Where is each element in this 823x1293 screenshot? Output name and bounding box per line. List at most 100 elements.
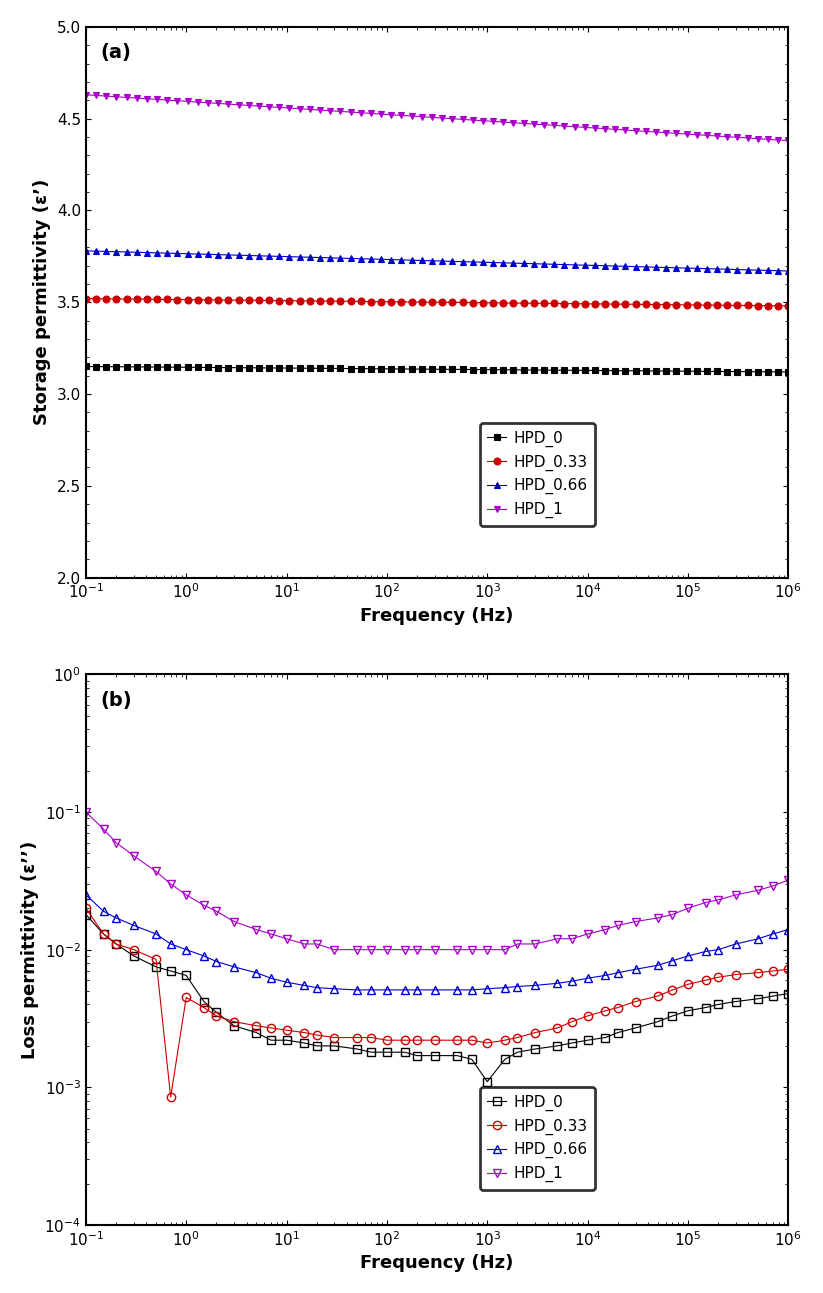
HPD_1 (212, 904, 221, 919)
HPD_1 (753, 883, 763, 899)
HPD_0 (295, 361, 305, 376)
HPD_0.66 (552, 975, 562, 990)
HPD_0 (264, 361, 274, 376)
HPD_0 (768, 988, 778, 1003)
HPD_0.33 (81, 291, 91, 306)
HPD_0.33 (329, 1029, 339, 1045)
HPD_0.33 (430, 1032, 439, 1047)
HPD_0.66 (165, 936, 175, 952)
HPD_1 (683, 900, 693, 915)
HPD_0 (351, 1041, 361, 1056)
HPD_1 (714, 892, 723, 908)
Legend: HPD_0, HPD_0.33, HPD_0.66, HPD_1: HPD_0, HPD_0.33, HPD_0.66, HPD_1 (480, 1087, 595, 1190)
HPD_0.66 (400, 983, 410, 998)
HPD_0.66 (430, 983, 439, 998)
HPD_0.33 (295, 294, 305, 309)
HPD_0.33 (731, 967, 741, 983)
Line: HPD_0.66: HPD_0.66 (81, 891, 793, 994)
HPD_0.66 (500, 980, 510, 996)
HPD_0.33 (768, 963, 778, 979)
HPD_0.66 (583, 971, 593, 987)
HPD_0.66 (181, 941, 191, 957)
HPD_1 (630, 914, 640, 930)
Line: HPD_1: HPD_1 (81, 808, 793, 954)
HPD_0 (683, 1003, 693, 1019)
HPD_1 (264, 100, 274, 115)
HPD_0 (714, 997, 723, 1012)
HPD_0.66 (81, 887, 91, 903)
HPD_0 (753, 990, 763, 1006)
Y-axis label: Storage permittivity (ε’): Storage permittivity (ε’) (33, 180, 51, 425)
HPD_0.66 (151, 926, 161, 941)
HPD_0 (400, 1045, 410, 1060)
HPD_0 (452, 1047, 462, 1063)
HPD_0.66 (683, 948, 693, 963)
HPD_1 (681, 127, 691, 142)
HPD_0.33 (683, 976, 693, 992)
HPD_0.66 (312, 980, 322, 996)
Text: (a): (a) (100, 44, 131, 62)
HPD_0 (412, 1047, 422, 1063)
HPD_0.33 (567, 1014, 577, 1029)
HPD_0.33 (530, 1025, 540, 1041)
HPD_0.33 (129, 941, 139, 957)
HPD_0.33 (165, 1089, 175, 1104)
HPD_0.66 (264, 248, 274, 264)
HPD_1 (244, 98, 253, 114)
HPD_0.66 (81, 243, 91, 259)
HPD_0.66 (382, 983, 392, 998)
HPD_0.66 (129, 918, 139, 934)
HPD_1 (266, 926, 276, 941)
HPD_0 (165, 963, 175, 979)
HPD_0 (81, 906, 91, 922)
HPD_0.33 (672, 297, 681, 313)
HPD_0.66 (244, 248, 253, 264)
HPD_1 (99, 821, 109, 837)
HPD_1 (452, 941, 462, 957)
HPD_1 (552, 931, 562, 946)
HPD_1 (783, 873, 793, 888)
HPD_0.33 (513, 1029, 523, 1045)
Line: HPD_1: HPD_1 (82, 92, 792, 144)
Legend: HPD_0, HPD_0.33, HPD_0.66, HPD_1: HPD_0, HPD_0.33, HPD_0.66, HPD_1 (480, 423, 595, 526)
HPD_1 (567, 931, 577, 946)
HPD_0 (312, 1038, 322, 1054)
HPD_0 (667, 1009, 677, 1024)
HPD_0.66 (452, 983, 462, 998)
HPD_0 (583, 1032, 593, 1047)
HPD_0 (672, 363, 681, 379)
HPD_0 (500, 1051, 510, 1067)
HPD_0 (613, 1025, 623, 1041)
HPD_0.33 (382, 1032, 392, 1047)
HPD_0.66 (667, 953, 677, 968)
HPD_1 (281, 931, 291, 946)
HPD_0.66 (530, 978, 540, 993)
HPD_1 (700, 895, 710, 910)
HPD_1 (312, 936, 322, 952)
HPD_1 (151, 864, 161, 879)
HPD_0.66 (714, 941, 723, 957)
HPD_0.33 (81, 900, 91, 915)
HPD_0 (266, 1032, 276, 1047)
HPD_0.33 (714, 970, 723, 985)
HPD_0 (700, 999, 710, 1015)
HPD_0 (467, 1051, 477, 1067)
HPD_0.33 (151, 952, 161, 967)
HPD_0 (513, 1045, 523, 1060)
HPD_0.66 (653, 958, 663, 974)
HPD_1 (667, 906, 677, 922)
HPD_0.33 (552, 1020, 562, 1036)
HPD_0.33 (212, 1009, 221, 1024)
HPD_1 (530, 936, 540, 952)
HPD_0.66 (731, 936, 741, 952)
HPD_0.66 (630, 962, 640, 978)
HPD_0 (467, 362, 477, 378)
HPD_0.33 (400, 1032, 410, 1047)
HPD_1 (329, 941, 339, 957)
Y-axis label: Loss permittivity (ε’’): Loss permittivity (ε’’) (21, 840, 39, 1059)
HPD_0.33 (412, 1032, 422, 1047)
HPD_0.66 (613, 965, 623, 980)
HPD_0.66 (300, 978, 309, 993)
HPD_0.33 (366, 1029, 376, 1045)
HPD_0.33 (653, 988, 663, 1003)
